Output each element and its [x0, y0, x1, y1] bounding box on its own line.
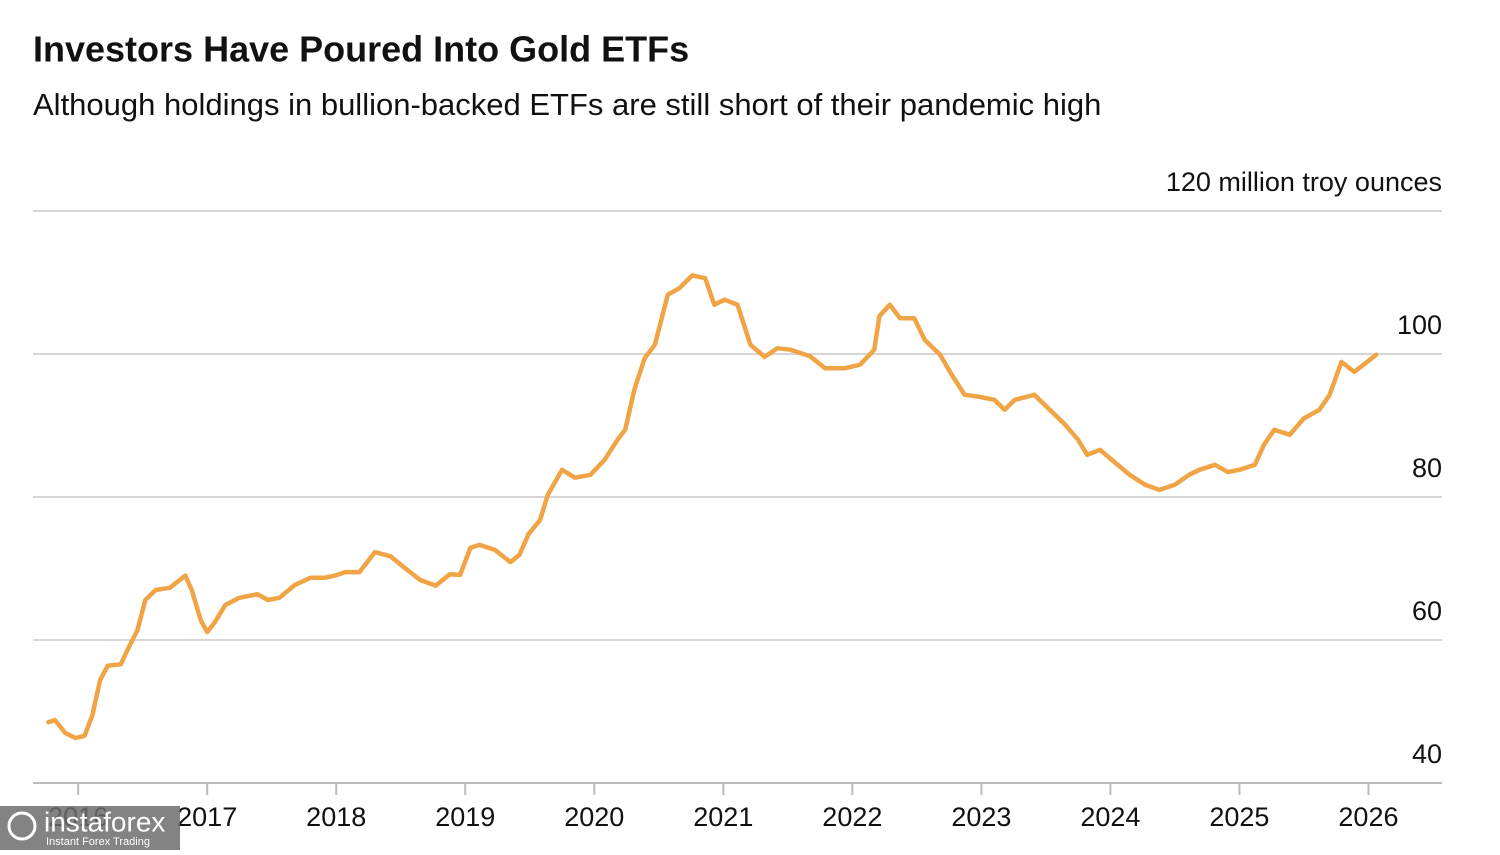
y-tick-label: 100: [1397, 310, 1442, 340]
watermark: instaforex Instant Forex Trading: [0, 806, 180, 850]
y-tick-label: 80: [1412, 453, 1442, 483]
plot: [46, 273, 1379, 741]
x-tick-label: 2024: [1080, 802, 1140, 832]
x-tick-label: 2019: [435, 802, 495, 832]
x-tick-label: 2017: [177, 802, 237, 832]
x-tick-label: 2023: [951, 802, 1011, 832]
x-tick-label: 2021: [693, 802, 753, 832]
chart-subtitle: Although holdings in bullion-backed ETFs…: [33, 87, 1101, 122]
watermark-box: [0, 806, 180, 850]
y-tick-label: 120 million troy ounces: [1166, 167, 1442, 197]
y-tick-label: 60: [1412, 596, 1442, 626]
x-tick-label: 2022: [822, 802, 882, 832]
chart-title: Investors Have Poured Into Gold ETFs: [33, 29, 689, 70]
series-line: [46, 273, 1379, 741]
x-tick-label: 2026: [1338, 802, 1398, 832]
x-tick-label: 2025: [1209, 802, 1269, 832]
x-tick-label: 2018: [306, 802, 366, 832]
watermark-tagline: Instant Forex Trading: [46, 836, 150, 848]
y-tick-label: 40: [1412, 739, 1442, 769]
watermark-brand: instaforex: [44, 806, 165, 837]
watermark-logo: [7, 811, 37, 841]
x-tick-label: 2020: [564, 802, 624, 832]
